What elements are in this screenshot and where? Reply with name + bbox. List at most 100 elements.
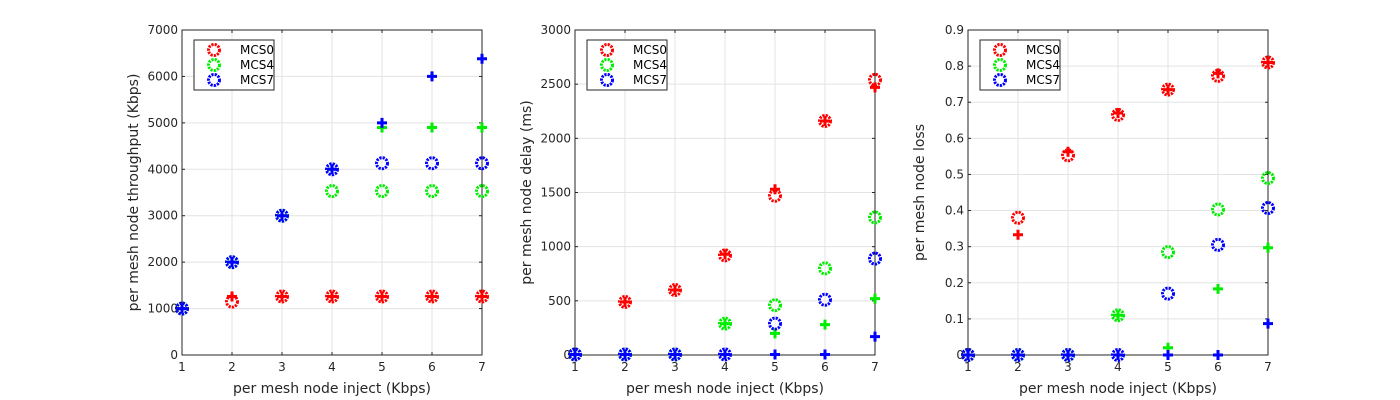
mcs0-circle-point — [1011, 210, 1025, 225]
mcs4-circle-point — [1111, 308, 1125, 323]
mcs0-plus-point — [1113, 108, 1123, 119]
mcs0-plus-point — [870, 82, 880, 93]
mcs7-plus-point — [1013, 350, 1023, 360]
mcs0-plus-point — [620, 296, 630, 307]
mcs0-plus-point — [327, 291, 337, 302]
y-tick-label: 0 — [170, 348, 178, 362]
mcs7-plus-point — [477, 53, 487, 64]
mcs7-plus-point — [820, 349, 830, 360]
mcs0-circle-point — [618, 294, 632, 309]
mcs0-circle-point — [1161, 82, 1175, 97]
y-axis-label: per mesh node delay (ms) — [519, 100, 535, 285]
y-tick-label: 0.7 — [945, 95, 964, 109]
mcs7-circle-point — [275, 208, 289, 223]
mcs0-circle-point — [275, 289, 289, 304]
legend-label-mcs7: MCS7 — [240, 73, 274, 87]
legend-marker-mcs4 — [207, 58, 221, 72]
mcs7-circle-point — [961, 348, 975, 362]
mcs7-circle-point — [475, 156, 489, 171]
legend-marker-mcs0 — [993, 43, 1007, 57]
mcs7-plus-point — [963, 350, 973, 360]
x-axis-label: per mesh node inject (Kbps) — [1019, 381, 1217, 397]
x-tick-label: 2 — [1014, 360, 1022, 374]
mcs4-plus-point — [1213, 283, 1223, 294]
legend-label-mcs4: MCS4 — [240, 58, 274, 72]
y-axis-label: per mesh node throughput (Kbps) — [126, 74, 142, 312]
mcs4-plus-point — [477, 122, 487, 133]
y-tick-label: 3000 — [540, 23, 571, 37]
mcs4-plus-point — [820, 319, 830, 330]
x-tick-label: 2 — [621, 360, 629, 374]
x-tick-label: 1 — [571, 360, 579, 374]
mcs7-circle-point — [425, 156, 439, 171]
legend-label-mcs7: MCS7 — [633, 73, 667, 87]
mcs0-plus-point — [820, 116, 830, 126]
y-tick-label: 0.2 — [945, 276, 964, 290]
mcs4-circle-point — [1261, 171, 1275, 186]
y-tick-label: 2500 — [540, 77, 571, 91]
mcs0-plus-point — [477, 291, 487, 302]
mcs7-plus-point — [1113, 350, 1123, 360]
mcs4-circle-point — [718, 316, 732, 331]
legend-label-mcs4: MCS4 — [633, 58, 667, 72]
mcs4-circle-point — [1161, 245, 1175, 260]
mcs0-circle-point — [375, 289, 389, 304]
mcs0-circle-point — [475, 289, 489, 304]
mcs7-circle-point — [175, 301, 189, 316]
x-tick-label: 1 — [964, 360, 972, 374]
y-tick-label: 6000 — [147, 69, 178, 83]
x-axis-label: per mesh node inject (Kbps) — [233, 381, 431, 397]
mcs7-plus-point — [570, 349, 580, 360]
mcs7-plus-point — [720, 349, 730, 360]
mcs4-circle-point — [818, 261, 832, 276]
y-tick-label: 5000 — [147, 116, 178, 130]
mcs4-plus-point — [1113, 310, 1123, 321]
legend-label-mcs4: MCS4 — [1026, 58, 1060, 72]
mcs7-plus-point — [670, 349, 680, 360]
y-tick-label: 0.4 — [945, 204, 964, 218]
y-tick-label: 0 — [956, 348, 964, 362]
mcs4-plus-point — [1263, 242, 1273, 253]
mcs7-circle-point — [225, 255, 239, 270]
mcs7-plus-point — [870, 331, 880, 342]
y-axis-label: per mesh node loss — [912, 124, 928, 261]
legend-label-mcs0: MCS0 — [240, 43, 274, 57]
legend-marker-mcs7 — [207, 73, 221, 87]
mcs7-circle-point — [868, 251, 882, 266]
mcs7-circle-point — [1061, 348, 1075, 362]
mcs0-plus-point — [1013, 229, 1023, 240]
mcs0-plus-point — [770, 184, 780, 195]
x-tick-label: 7 — [871, 360, 879, 374]
chart-panel-2: 1 2 3 4 5 6 7 0 500 1000 1500 2000 2500 3000 per mesh … — [519, 23, 882, 397]
y-tick-label: 0.8 — [945, 59, 964, 73]
mcs4-plus-point — [870, 293, 880, 304]
mcs7-plus-point — [177, 303, 187, 314]
mcs7-circle-point — [568, 347, 582, 362]
mcs7-circle-point — [618, 347, 632, 362]
mcs7-plus-point — [770, 349, 780, 360]
mcs7-plus-point — [227, 257, 237, 268]
y-tick-label: 0.3 — [945, 240, 964, 254]
mcs7-plus-point — [1063, 350, 1073, 360]
legend-marker-mcs0 — [207, 43, 221, 57]
y-tick-label: 3000 — [147, 209, 178, 223]
mcs0-plus-point — [1263, 57, 1273, 68]
legend-marker-mcs0 — [600, 43, 614, 57]
x-tick-label: 5 — [1164, 360, 1172, 374]
y-tick-label: 1500 — [540, 186, 571, 200]
x-axis-label: per mesh node inject (Kbps) — [626, 381, 824, 397]
legend-label-mcs0: MCS0 — [1026, 43, 1060, 57]
mcs4-circle-point — [1211, 202, 1225, 217]
y-tick-label: 0 — [563, 348, 571, 362]
mcs7-circle-point — [718, 347, 732, 362]
mcs7-circle-point — [1261, 201, 1275, 216]
y-tick-label: 7000 — [147, 23, 178, 37]
mcs0-plus-point — [227, 291, 237, 302]
mcs0-plus-point — [670, 285, 680, 295]
mcs7-circle-point — [1211, 237, 1225, 252]
mcs7-circle-point — [1111, 348, 1125, 362]
y-tick-label: 0.5 — [945, 167, 964, 181]
x-tick-label: 5 — [771, 360, 779, 374]
